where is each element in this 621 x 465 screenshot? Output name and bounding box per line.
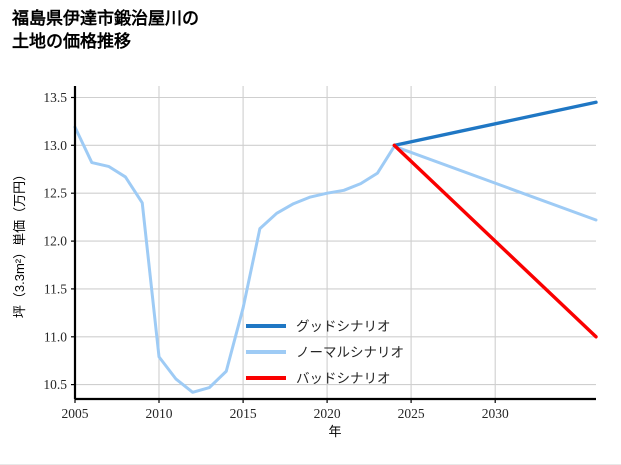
x-tick-label: 2010 [146, 406, 173, 421]
chart-title: 福島県伊達市鍛治屋川の 土地の価格推移 [12, 9, 199, 51]
x-tick-label: 2020 [314, 406, 341, 421]
y-tick-label: 13.0 [43, 138, 67, 153]
y-tick-label: 12.5 [43, 186, 67, 201]
y-tick-label: 10.5 [43, 377, 67, 392]
series-line-good [392, 100, 598, 148]
axes-layer [73, 86, 596, 401]
x-tick-label: 2025 [398, 406, 425, 421]
x-tick-labels: 2005 2010 2015 2020 2025 2030 [62, 399, 509, 421]
y-tick-label: 11.5 [44, 281, 67, 296]
y-tick-label: 11.0 [44, 329, 67, 344]
x-tick-label: 2005 [62, 406, 89, 421]
x-tick-label: 2015 [230, 406, 257, 421]
series-line-normal [73, 125, 598, 394]
x-tick-label: 2030 [482, 406, 509, 421]
legend-label: グッドシナリオ [296, 319, 391, 334]
y-tick-label: 13.5 [43, 90, 67, 105]
y-tick-labels: 10.5 11.0 11.5 12.0 12.5 13.0 13.5 [43, 90, 75, 392]
x-axis-title: 年 [328, 424, 341, 439]
y-axis-title: 坪（3.3m²）単価（万円） [12, 168, 27, 318]
data-series-layer [73, 100, 598, 394]
y-tick-label: 12.0 [43, 234, 67, 249]
legend-label: バッドシナリオ [296, 371, 391, 386]
legend-label: ノーマルシナリオ [296, 345, 404, 360]
series-line-bad [392, 143, 598, 339]
